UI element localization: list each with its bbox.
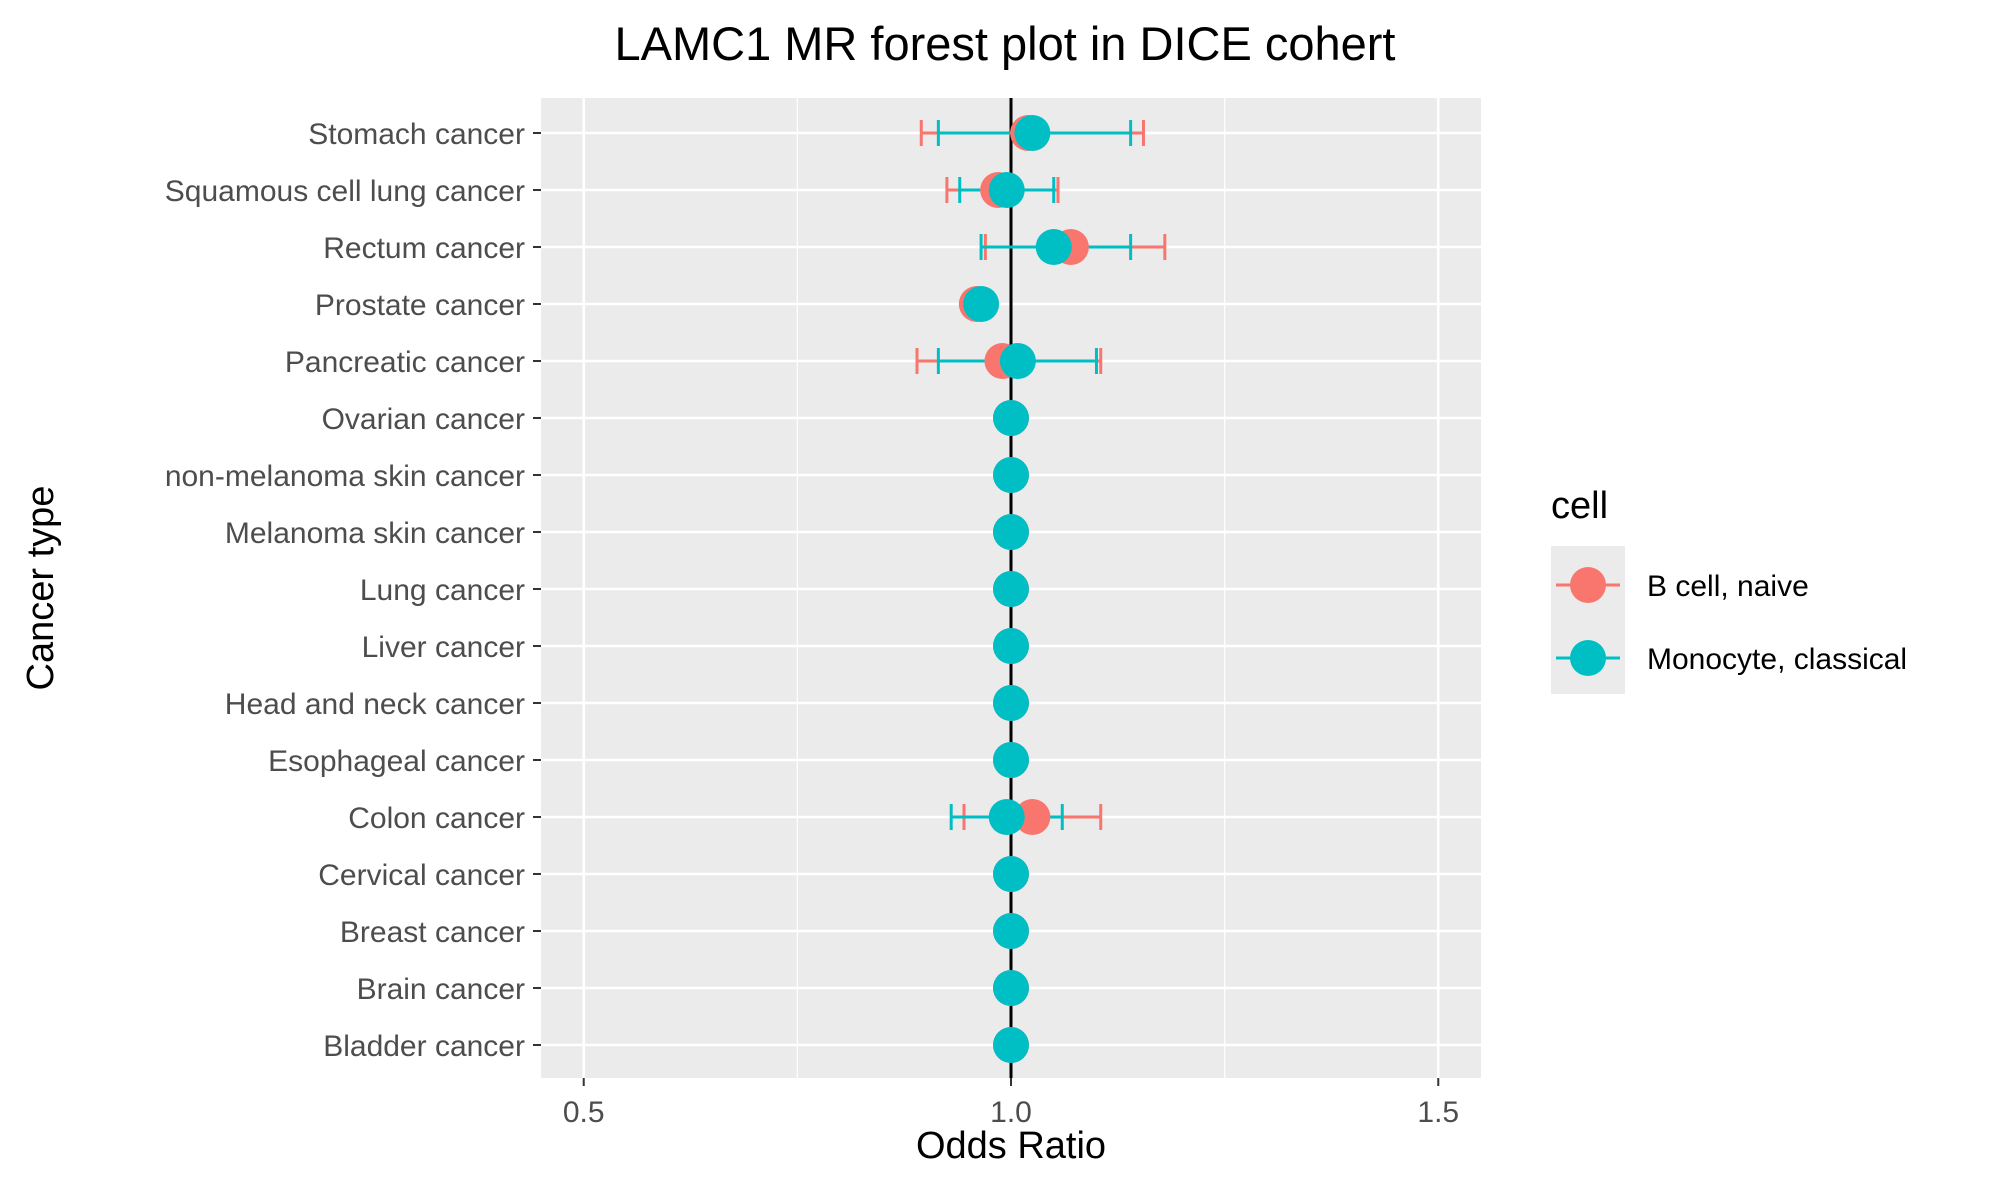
data-point bbox=[993, 913, 1029, 949]
y-tick-label: Lung cancer bbox=[360, 574, 525, 607]
y-tick-label: Prostate cancer bbox=[315, 289, 525, 322]
y-tick-label: Cervical cancer bbox=[318, 859, 525, 892]
x-axis-title: Odds Ratio bbox=[916, 1125, 1106, 1167]
data-point bbox=[993, 571, 1029, 607]
y-tick-label: Liver cancer bbox=[362, 631, 525, 664]
y-tick-label: Colon cancer bbox=[348, 802, 525, 835]
y-tick-label: Rectum cancer bbox=[323, 232, 525, 265]
x-tick-label: 1.5 bbox=[1417, 1096, 1459, 1129]
x-axis: 0.5 1.0 1.5 bbox=[563, 1078, 1459, 1129]
data-point bbox=[993, 685, 1029, 721]
data-point bbox=[993, 1027, 1029, 1063]
legend-title: cell bbox=[1551, 485, 1608, 527]
data-point bbox=[1035, 229, 1072, 265]
data-point bbox=[999, 343, 1036, 379]
legend: cell B cell, naive Monocyte, classical bbox=[1551, 485, 1907, 694]
legend-label: B cell, naive bbox=[1647, 570, 1809, 603]
legend-key-point bbox=[1570, 640, 1606, 676]
y-tick-label: Bladder cancer bbox=[323, 1030, 525, 1063]
data-point bbox=[993, 457, 1029, 493]
data-point bbox=[993, 856, 1029, 892]
data-point bbox=[993, 400, 1029, 436]
y-tick-label: Breast cancer bbox=[340, 916, 525, 949]
data-point bbox=[988, 799, 1025, 835]
chart-title: LAMC1 MR forest plot in DICE cohert bbox=[615, 17, 1396, 70]
data-point bbox=[988, 172, 1025, 208]
y-tick-label: non-melanoma skin cancer bbox=[165, 460, 525, 493]
y-tick-label: Head and neck cancer bbox=[225, 688, 525, 721]
y-tick-label: Melanoma skin cancer bbox=[225, 517, 525, 550]
data-point bbox=[1014, 115, 1051, 151]
data-marks bbox=[915, 115, 1167, 1063]
legend-label: Monocyte, classical bbox=[1647, 643, 1907, 676]
y-tick-label: Stomach cancer bbox=[308, 118, 525, 151]
data-point bbox=[993, 742, 1029, 778]
x-tick-label: 1.0 bbox=[990, 1096, 1032, 1129]
legend-items: B cell, naive Monocyte, classical bbox=[1556, 567, 1907, 676]
data-point bbox=[993, 514, 1029, 550]
x-tick-label: 0.5 bbox=[563, 1096, 605, 1129]
y-tick-label: Brain cancer bbox=[357, 973, 525, 1006]
y-axis: Stomach cancer Squamous cell lung cancer R… bbox=[165, 118, 541, 1063]
y-axis-title: Cancer type bbox=[20, 486, 62, 691]
y-tick-label: Ovarian cancer bbox=[322, 403, 525, 436]
data-point bbox=[1014, 799, 1051, 835]
data-point bbox=[993, 970, 1029, 1006]
series-points-1 bbox=[963, 115, 1072, 1063]
y-tick-label: Esophageal cancer bbox=[268, 745, 525, 778]
data-point bbox=[993, 628, 1029, 664]
y-tick-label: Squamous cell lung cancer bbox=[165, 175, 525, 208]
y-tick-label: Pancreatic cancer bbox=[285, 346, 525, 379]
data-point bbox=[963, 286, 1000, 322]
legend-key-point bbox=[1570, 567, 1606, 603]
